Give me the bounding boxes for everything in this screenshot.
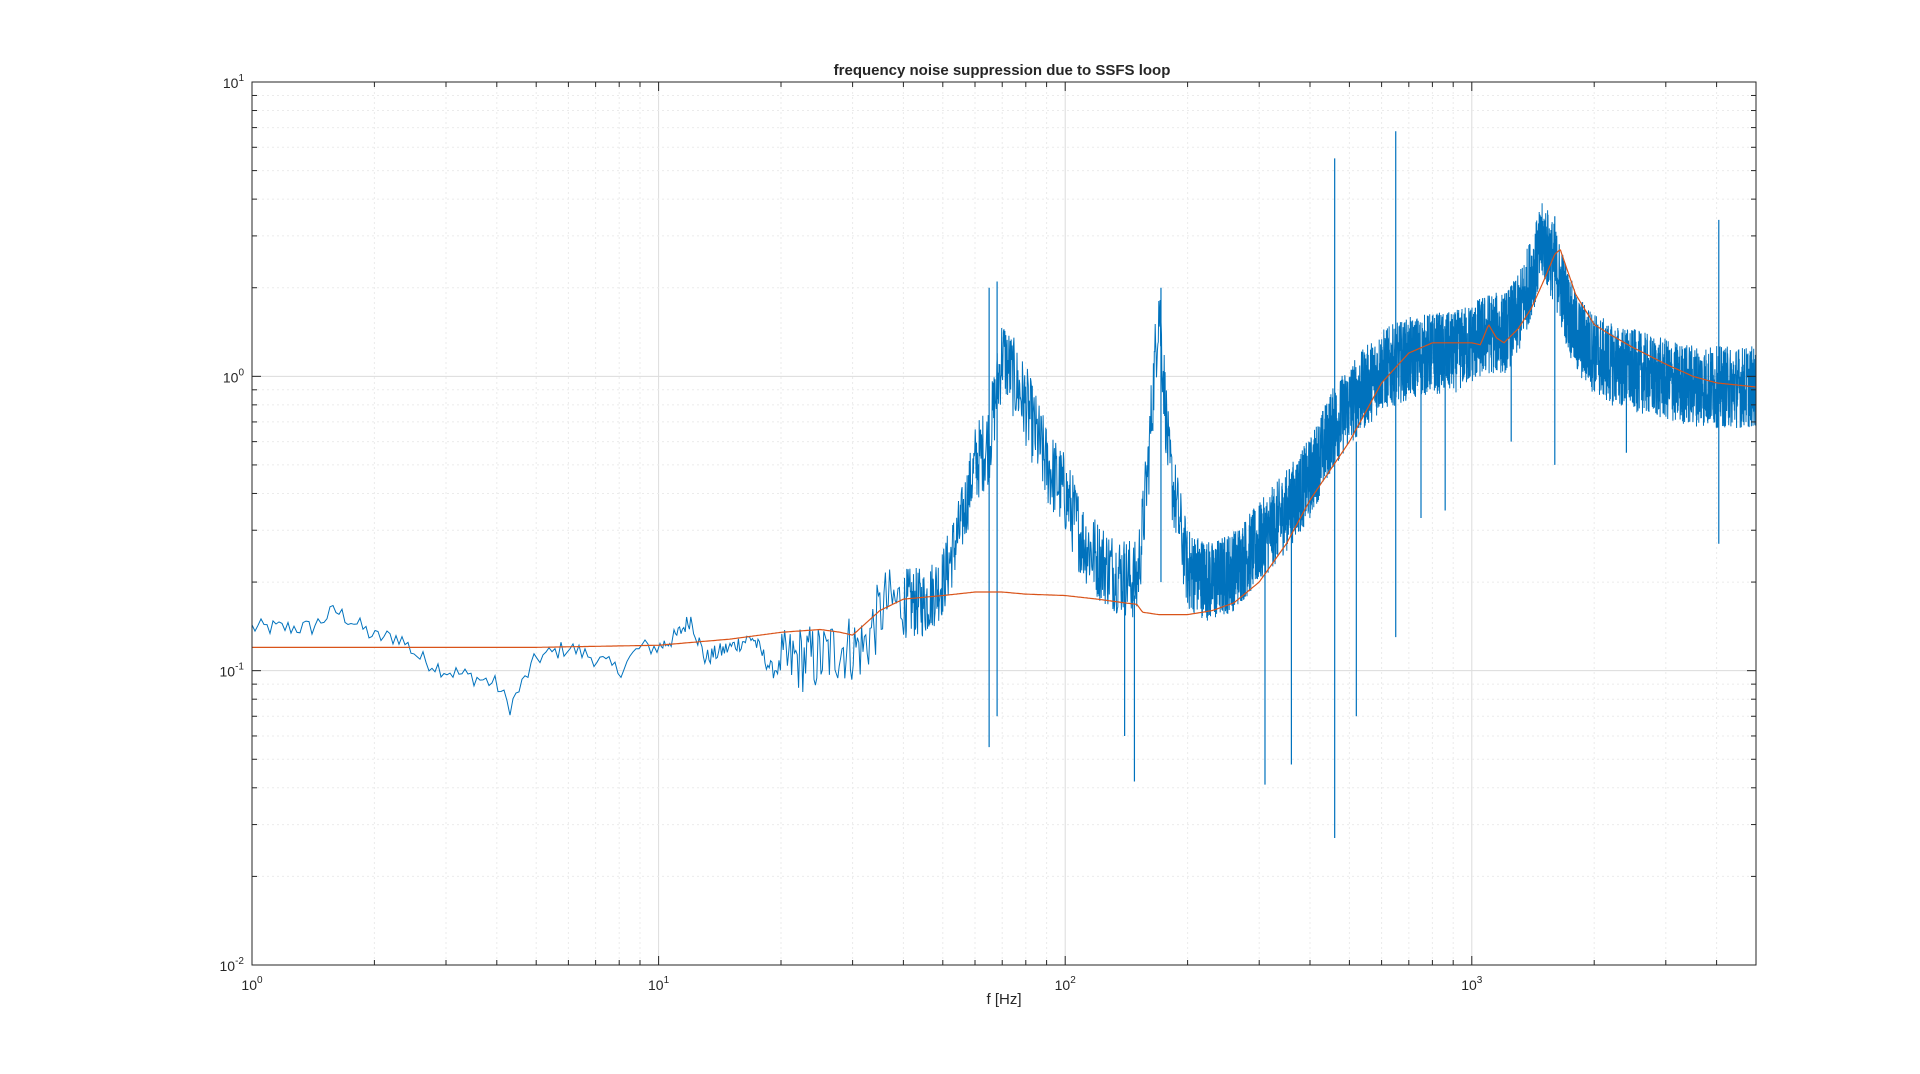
axes-box xyxy=(251,81,1757,966)
x-tick-label: 101 xyxy=(648,975,670,993)
x-tick-label: 103 xyxy=(1461,975,1483,993)
y-tick-label: 101 xyxy=(223,73,245,91)
x-tick-label: 100 xyxy=(241,975,263,993)
series-blue-measured xyxy=(251,131,1757,839)
x-tick-label: 102 xyxy=(1055,975,1077,993)
grid-lines xyxy=(251,81,1757,966)
x-axis-label: f [Hz] xyxy=(986,991,1021,1008)
plot-area xyxy=(252,82,1756,965)
y-tick-label: 10-1 xyxy=(220,662,245,680)
series-orange-model xyxy=(252,249,1757,648)
tick-marks xyxy=(251,81,1757,966)
tick-labels: 100 101 102 103 10-2 10-1 100 101 xyxy=(220,73,1483,993)
y-tick-label: 10-2 xyxy=(220,956,245,974)
y-tick-label: 100 xyxy=(223,367,245,385)
series-layer xyxy=(251,131,1757,839)
series-line xyxy=(251,203,1757,716)
chart-title: frequency noise suppression due to SSFS … xyxy=(834,62,1171,79)
